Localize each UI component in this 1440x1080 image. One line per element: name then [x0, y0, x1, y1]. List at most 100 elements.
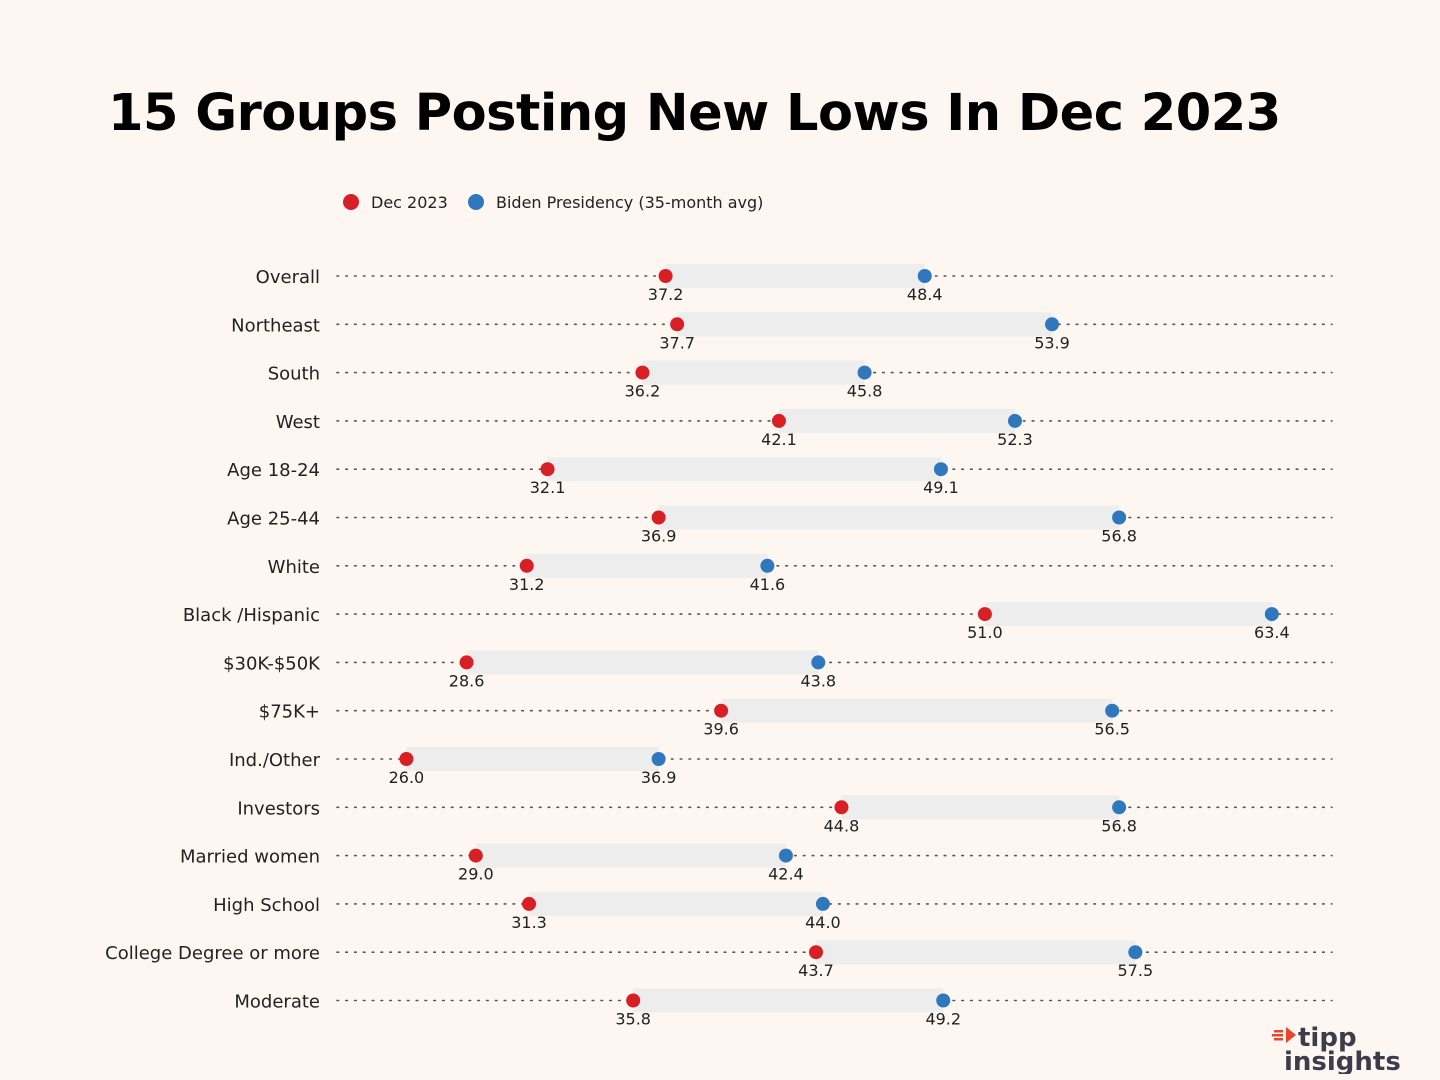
dec-2023-value-label: 42.1 — [761, 430, 797, 449]
dec-2023-point — [522, 896, 537, 911]
dec-2023-value-label: 51.0 — [967, 623, 1003, 642]
range-bar — [642, 360, 865, 385]
dec-2023-point — [658, 269, 673, 283]
biden-avg-point — [936, 993, 951, 1008]
logo-word-tipp: tipp — [1298, 1024, 1357, 1053]
range-bar — [665, 264, 925, 288]
category-label: Married women — [180, 847, 320, 868]
chart-row: South 36.2 45.8 — [268, 360, 1333, 401]
legend-marker-dec-2023 — [343, 194, 359, 210]
biden-avg-point — [933, 462, 948, 477]
category-label: $30K-$50K — [223, 653, 321, 674]
chart-row: College Degree or more 43.7 57.5 — [105, 940, 1333, 980]
chart-row: Moderate 35.8 49.2 — [234, 988, 1333, 1029]
biden-avg-point — [1112, 800, 1127, 815]
biden-avg-value-label: 41.6 — [750, 575, 786, 594]
biden-avg-point — [1007, 413, 1022, 428]
legend-label-dec-2023: Dec 2023 — [371, 193, 448, 212]
range-bar — [815, 940, 1136, 965]
dec-2023-value-label: 36.2 — [625, 382, 661, 401]
dec-2023-point — [651, 510, 666, 525]
biden-avg-value-label: 56.5 — [1094, 720, 1130, 739]
logo-mark-icon — [1272, 1027, 1296, 1043]
range-bar — [721, 698, 1113, 723]
legend-label-biden-avg: Biden Presidency (35-month avg) — [496, 193, 763, 212]
dec-2023-point — [399, 752, 414, 766]
page-title: 15 Groups Posting New Lows In Dec 2023 — [108, 84, 1281, 143]
dec-2023-point — [635, 365, 650, 380]
biden-avg-value-label: 48.4 — [907, 285, 943, 304]
dec-2023-point — [626, 993, 641, 1008]
biden-avg-point — [917, 269, 932, 283]
category-label: Northeast — [231, 315, 320, 336]
dec-2023-value-label: 37.2 — [648, 285, 684, 304]
biden-avg-value-label: 49.1 — [923, 478, 959, 497]
dec-2023-value-label: 32.1 — [530, 478, 566, 497]
dec-2023-value-label: 31.3 — [511, 913, 547, 932]
dec-2023-point — [459, 655, 474, 670]
dec-2023-value-label: 26.0 — [389, 768, 425, 787]
biden-avg-value-label: 42.4 — [768, 865, 804, 884]
legend-marker-biden-avg — [468, 194, 484, 210]
biden-avg-point — [651, 752, 666, 766]
dec-2023-point — [714, 703, 729, 718]
range-bar — [406, 747, 659, 771]
category-label: $75K+ — [259, 702, 320, 723]
category-label: Moderate — [234, 992, 320, 1013]
dec-2023-value-label: 43.7 — [798, 961, 834, 980]
dec-2023-point — [771, 413, 786, 428]
category-label: Black /Hispanic — [183, 605, 320, 626]
biden-avg-point — [1112, 510, 1127, 525]
biden-avg-value-label: 63.4 — [1254, 623, 1290, 642]
chart-row: Northeast 37.7 53.9 — [231, 312, 1333, 352]
range-bar — [841, 795, 1120, 820]
category-label: Ind./Other — [229, 750, 321, 771]
category-label: High School — [213, 895, 320, 916]
biden-avg-point — [1045, 317, 1060, 332]
dec-2023-value-label: 36.9 — [641, 527, 677, 546]
chart-row: White 31.2 41.6 — [268, 553, 1333, 594]
chart-row: Investors 44.8 56.8 — [237, 795, 1333, 835]
dec-2023-value-label: 28.6 — [449, 671, 485, 690]
range-bar — [778, 408, 1015, 433]
category-label: Investors — [237, 798, 320, 819]
range-bar — [466, 650, 819, 675]
chart-legend: Dec 2023 Biden Presidency (35-month avg) — [343, 193, 763, 212]
chart-row: Married women 29.0 42.4 — [180, 843, 1333, 884]
biden-avg-value-label: 44.0 — [805, 913, 841, 932]
chart-row: West 42.1 52.3 — [276, 408, 1333, 449]
category-label: Overall — [256, 267, 320, 288]
biden-avg-value-label: 56.8 — [1101, 816, 1137, 835]
biden-avg-point — [811, 655, 826, 670]
chart-rows: Overall 37.2 48.4 Northeast 37.7 53.9 South 36.… — [105, 264, 1333, 1029]
dec-2023-point — [468, 848, 483, 863]
biden-avg-value-label: 49.2 — [925, 1010, 961, 1029]
biden-avg-point — [1105, 703, 1120, 718]
chart-row: Black /Hispanic 51.0 63.4 — [183, 602, 1333, 642]
dec-2023-value-label: 44.8 — [824, 816, 860, 835]
biden-avg-value-label: 52.3 — [997, 430, 1033, 449]
biden-avg-point — [778, 848, 793, 863]
biden-avg-value-label: 53.9 — [1034, 333, 1070, 352]
biden-avg-value-label: 45.8 — [847, 382, 883, 401]
dec-2023-value-label: 29.0 — [458, 865, 494, 884]
biden-avg-point — [857, 365, 872, 380]
biden-avg-point — [1264, 607, 1279, 622]
category-label: Age 25-44 — [227, 509, 320, 530]
chart-row: High School 31.3 44.0 — [213, 891, 1333, 932]
dec-2023-value-label: 39.6 — [703, 720, 739, 739]
category-label: College Degree or more — [105, 943, 320, 964]
range-bar — [547, 457, 941, 482]
biden-avg-point — [760, 558, 775, 573]
biden-avg-value-label: 43.8 — [800, 671, 836, 690]
range-bar — [475, 843, 786, 868]
dec-2023-point — [834, 800, 849, 815]
dec-2023-value-label: 37.7 — [659, 333, 695, 352]
range-bar — [526, 553, 768, 578]
range-bar — [677, 312, 1053, 337]
category-label: White — [268, 557, 320, 578]
dec-2023-point — [519, 558, 534, 573]
dec-2023-value-label: 31.2 — [509, 575, 545, 594]
tipp-insights-logo: tipp insights — [1272, 1024, 1401, 1074]
range-bar — [633, 988, 944, 1013]
